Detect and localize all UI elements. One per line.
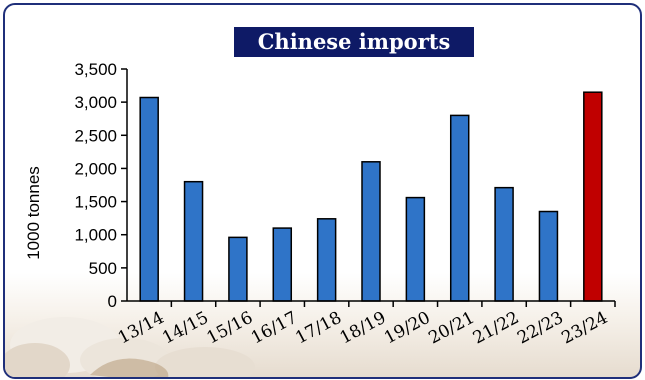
x-tick-label: 22/23 (514, 308, 567, 349)
y-tick-label: 1,500 (74, 193, 117, 212)
y-axis-title: 1000 tonnes (24, 166, 43, 260)
bar-15-16 (228, 236, 248, 302)
bar-chart: 0 500 1,000 1,500 2,000 2,500 3,000 3,500 13/14… (24, 60, 616, 349)
x-tick-label: 20/21 (425, 308, 478, 349)
bar-14-15 (183, 180, 204, 302)
y-tick-label: 2,500 (74, 126, 117, 145)
chart-frame: Chinese imports 0 500 1,000 1,500 2,000 2,500… (3, 3, 642, 379)
y-tick-label: 1,000 (74, 226, 117, 245)
cotton-boll-decoration (5, 317, 255, 377)
bar-17-18 (316, 218, 337, 302)
x-tick-label: 21/22 (470, 308, 523, 349)
bar-22-23 (538, 210, 559, 302)
bar-13-14 (139, 96, 159, 302)
y-tick-label: 2,000 (74, 159, 117, 178)
x-tick-label: 15/16 (204, 308, 257, 349)
x-tick-label: 19/20 (381, 308, 434, 349)
x-tick-label: 17/18 (292, 308, 345, 349)
x-tick-label: 14/15 (159, 308, 212, 349)
bar-20-21 (449, 114, 470, 302)
x-tick-label: 16/17 (248, 308, 301, 349)
bar-19-20 (405, 196, 426, 302)
bar-16-17 (272, 227, 293, 302)
bar-23-24 (583, 91, 603, 302)
y-tick-label: 3,000 (74, 93, 117, 112)
x-tick-label: 23/24 (559, 308, 612, 349)
chart-title: Chinese imports (234, 27, 474, 57)
y-tick-label: 500 (89, 259, 117, 278)
x-tick-label: 18/19 (337, 308, 390, 349)
y-tick-label: 0 (108, 292, 117, 311)
bar-21-22 (494, 186, 514, 302)
bar-18-19 (361, 161, 381, 302)
x-tick-label: 13/14 (115, 308, 168, 349)
y-tick-label: 3,500 (74, 60, 117, 79)
